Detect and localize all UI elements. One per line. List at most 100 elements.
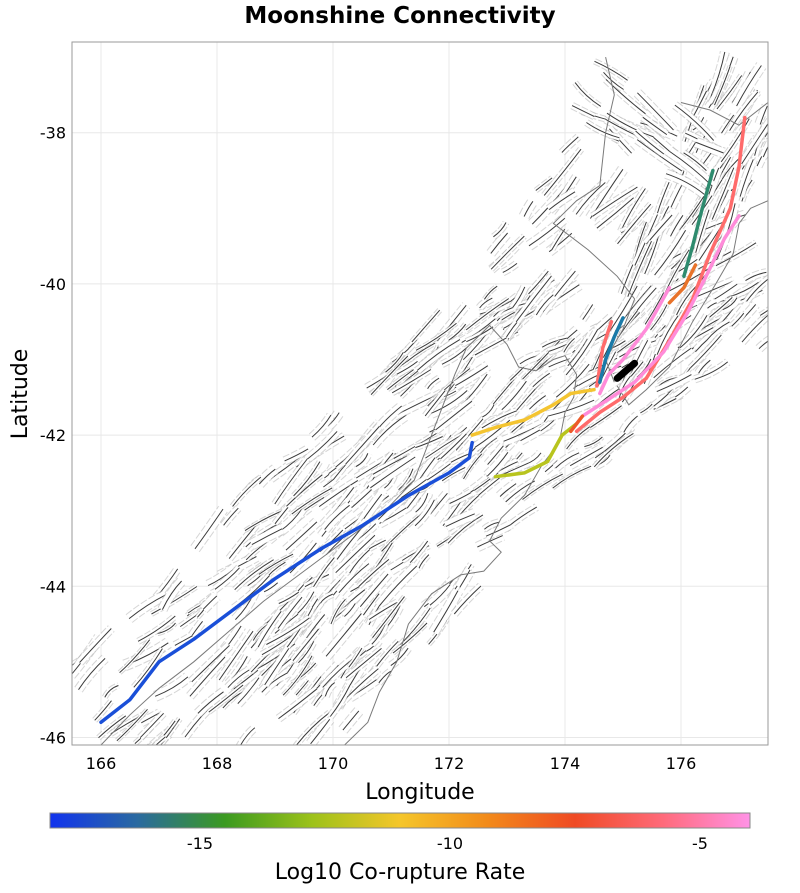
fault-trace bbox=[575, 182, 606, 215]
fault-trace bbox=[636, 139, 683, 172]
fault-outline-inner bbox=[153, 673, 191, 701]
fault-trace bbox=[338, 563, 370, 594]
fault-trace bbox=[618, 375, 631, 399]
coastline-segment bbox=[616, 200, 768, 406]
fault-trace bbox=[297, 591, 315, 614]
fault-trace bbox=[390, 647, 409, 667]
fault-trace bbox=[485, 523, 512, 537]
fault-trace bbox=[274, 458, 308, 505]
fault-trace bbox=[453, 585, 482, 615]
connected-rupture bbox=[667, 263, 698, 305]
fault-trace bbox=[522, 473, 563, 500]
fault-trace bbox=[535, 177, 553, 191]
fault-outline bbox=[166, 777, 180, 791]
fault-trace bbox=[264, 648, 290, 686]
fault-trace bbox=[487, 452, 509, 477]
fault-trace bbox=[706, 321, 730, 341]
colorbar-ticks: -15 -10 -5 bbox=[187, 834, 708, 853]
fault-trace bbox=[555, 452, 580, 469]
fault-trace bbox=[409, 540, 429, 563]
fault-trace bbox=[358, 559, 390, 587]
fault-trace bbox=[759, 105, 768, 125]
coastline-segment bbox=[100, 324, 578, 745]
fault-trace bbox=[683, 152, 707, 171]
connected-rupture bbox=[493, 421, 579, 479]
fault-outline-inner bbox=[150, 771, 166, 780]
fault-trace bbox=[606, 112, 654, 138]
x-axis-ticks: 166 168 170 172 174 176 bbox=[86, 754, 697, 773]
fault-outline bbox=[145, 780, 171, 818]
fault-trace bbox=[764, 131, 768, 137]
fault-trace bbox=[157, 622, 176, 634]
fault-trace bbox=[642, 116, 668, 136]
fault-trace bbox=[653, 393, 669, 407]
fault-trace bbox=[721, 114, 735, 134]
fault-trace bbox=[481, 410, 517, 429]
fault-outline-inner bbox=[166, 777, 180, 791]
colorbar-tick-label: -5 bbox=[692, 834, 708, 853]
plot-frame bbox=[71, 41, 769, 746]
fault-trace bbox=[619, 340, 656, 358]
fault-trace bbox=[293, 461, 321, 497]
fault-trace bbox=[325, 613, 362, 657]
x-tick-label: 172 bbox=[434, 754, 465, 773]
fault-trace bbox=[463, 452, 484, 480]
fault-trace bbox=[415, 493, 429, 513]
fault-trace bbox=[548, 232, 573, 253]
fault-trace bbox=[746, 278, 768, 302]
fault-trace bbox=[741, 314, 768, 343]
fault-trace bbox=[528, 217, 566, 247]
fault-trace bbox=[714, 283, 738, 300]
fault-trace bbox=[586, 122, 620, 139]
colorbar bbox=[49, 812, 751, 829]
fault-trace bbox=[414, 499, 435, 527]
fault-trace bbox=[191, 620, 203, 636]
fault-trace bbox=[603, 71, 624, 90]
fault-trace bbox=[448, 323, 467, 341]
fault-trace bbox=[345, 648, 382, 679]
fault-trace bbox=[582, 304, 594, 320]
fault-trace bbox=[311, 414, 332, 438]
fault-trace bbox=[133, 648, 163, 688]
coastline bbox=[100, 56, 768, 745]
connected-rupture bbox=[595, 319, 614, 388]
fault-trace bbox=[263, 582, 279, 593]
fault-trace bbox=[474, 419, 511, 448]
fault-trace bbox=[166, 777, 180, 791]
fault-trace bbox=[391, 369, 432, 394]
fault-trace bbox=[424, 390, 446, 417]
fault-trace bbox=[155, 736, 166, 745]
fault-trace bbox=[759, 309, 768, 316]
fault-trace bbox=[623, 415, 638, 433]
fault-trace bbox=[128, 594, 167, 619]
fault-outline bbox=[264, 762, 290, 792]
fault-trace bbox=[274, 507, 289, 525]
x-axis-label: Longitude bbox=[365, 780, 474, 805]
fault-trace bbox=[119, 639, 151, 673]
fault-trace bbox=[670, 215, 684, 237]
fault-trace bbox=[607, 285, 638, 335]
fault-trace bbox=[698, 359, 711, 374]
connected-rupture bbox=[598, 316, 625, 384]
fault-trace bbox=[465, 298, 510, 331]
fault-trace bbox=[284, 448, 309, 462]
fault-trace bbox=[565, 328, 599, 376]
fault-trace bbox=[741, 122, 768, 165]
fault-trace bbox=[532, 372, 550, 388]
fault-trace bbox=[218, 630, 254, 681]
fault-trace bbox=[441, 466, 466, 482]
fault-trace bbox=[151, 742, 156, 745]
fault-trace bbox=[745, 271, 767, 282]
fault-trace bbox=[232, 476, 262, 507]
fault-trace bbox=[151, 586, 198, 615]
fault-outline-inner bbox=[264, 762, 290, 792]
fault-trace bbox=[266, 617, 310, 645]
fault-trace bbox=[566, 426, 590, 450]
fault-trace bbox=[487, 445, 504, 465]
connected-rupture bbox=[574, 115, 747, 434]
fault-trace bbox=[348, 647, 363, 668]
fault-trace bbox=[541, 337, 568, 348]
fault-trace bbox=[437, 304, 467, 342]
fault-trace bbox=[418, 554, 430, 569]
fault-trace bbox=[435, 400, 473, 431]
